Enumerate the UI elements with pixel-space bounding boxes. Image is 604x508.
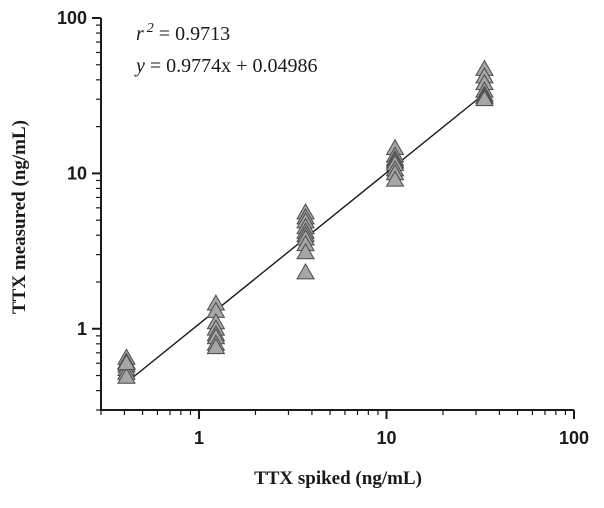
- data-point: [296, 242, 315, 260]
- tick-labels: 1 10 100 1 10 100: [57, 8, 589, 448]
- axes: [92, 17, 575, 419]
- x-tick-label: 1: [194, 428, 204, 448]
- data-point: [117, 353, 136, 371]
- x-axis-title: TTX spiked (ng/mL): [254, 468, 422, 489]
- r-symbol: r: [136, 23, 144, 45]
- data-point: [117, 367, 136, 384]
- data-point: [296, 263, 315, 280]
- data-point: [206, 337, 226, 355]
- y-axis-title: TTX measured (ng/mL): [9, 120, 30, 314]
- equation-rest: = 0.9774x + 0.04986: [145, 55, 318, 77]
- y-tick-label: 1: [77, 319, 87, 339]
- y-tick-label: 10: [67, 163, 87, 183]
- regression-equation: y = 0.9774x + 0.04986: [134, 55, 317, 77]
- data-points: [117, 59, 494, 384]
- x-tick-label: 100: [559, 428, 589, 448]
- data-point: [475, 89, 494, 107]
- r-squared-value: = 0.9713: [154, 23, 230, 45]
- x-tick-label: 10: [377, 428, 397, 448]
- y-tick-label: 100: [57, 8, 87, 28]
- r-exponent: 2: [147, 21, 154, 36]
- equation-y-symbol: y: [134, 55, 145, 77]
- data-point: [385, 170, 405, 187]
